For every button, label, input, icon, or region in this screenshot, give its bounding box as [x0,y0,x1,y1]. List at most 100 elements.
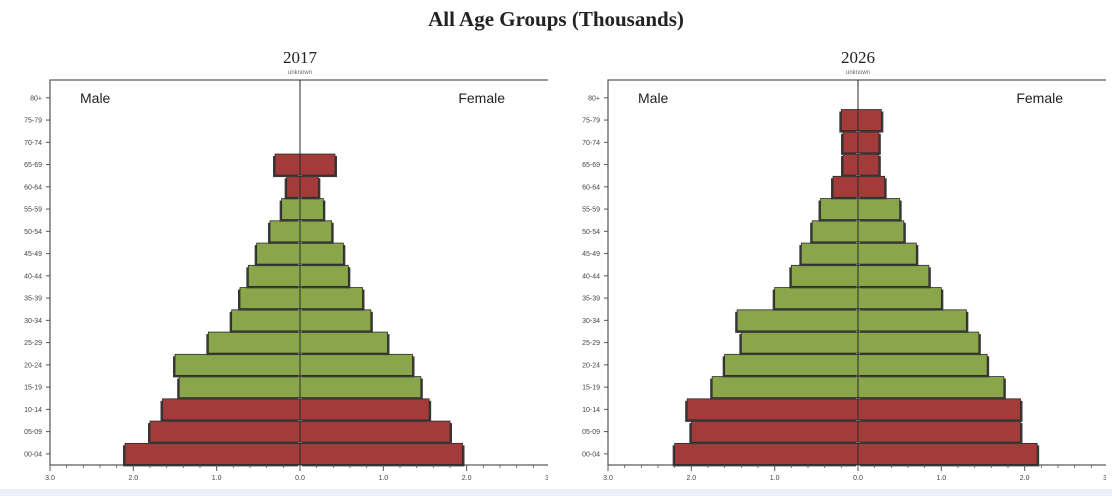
female-bar-75-79 [857,109,882,131]
pyramid-svg-2017: 2017 unknown Male Female 00-04 05-09 10-14 15-1… [24,48,548,482]
female-bar-50-54 [299,220,333,243]
female-bar-40-44 [857,264,930,287]
x-tick-label: 3.0 [1103,475,1106,482]
female-bar-55-59 [857,198,901,221]
female-bar-05-09 [857,420,1021,443]
male-bar-45-49 [800,242,859,265]
chart-title: 2017 [283,48,318,67]
y-tick-label: 70-74 [24,140,42,147]
female-bar-20-24 [299,353,413,376]
chart-title: 2026 [841,48,875,67]
x-tick-label: 1.0 [212,475,222,482]
female-bar-15-19 [857,376,1005,399]
female-bar-55-59 [299,198,324,221]
page-title: All Age Groups (Thousands) [428,7,684,31]
y-tick-label: 80+ [588,95,600,102]
female-bar-25-29 [857,331,980,354]
x-tick-label: 3.0 [603,475,613,482]
female-bar-60-64 [299,175,319,198]
x-tick-label: 2.0 [128,475,138,482]
female-bar-20-24 [857,353,988,376]
y-tick-label: 00-04 [24,451,42,458]
male-bar-15-19 [178,376,301,399]
male-bar-30-34 [231,309,301,332]
male-bar-35-39 [239,287,301,310]
male-bar-35-39 [774,287,859,310]
male-bar-05-09 [690,420,859,443]
chart-subtitle: unknown [288,70,312,76]
chart-subtitle: unknown [846,70,870,76]
male-bar-00-04 [124,442,301,465]
y-tick-label: 80+ [30,95,42,102]
y-tick-label: 25-29 [582,340,600,347]
y-tick-label: 55-59 [24,207,42,214]
y-tick-label: 60-64 [582,184,600,191]
pyramid-chart-2026: 2026 unknown Male Female 00-04 05-09 10-14 15-1… [558,40,1106,490]
male-bar-50-54 [269,220,301,243]
female-bar-50-54 [857,220,905,243]
y-tick-label: 35-39 [582,296,600,303]
male-bar-65-69 [274,153,301,176]
female-bar-65-69 [857,153,880,176]
bottom-band [0,489,1112,496]
y-tick-label: 45-49 [24,251,42,258]
x-tick-label: 1.0 [378,475,388,482]
y-tick-label: 35-39 [24,296,42,303]
y-tick-label: 15-19 [582,385,600,392]
female-bar-60-64 [857,175,886,198]
x-tick-label: 2.0 [1020,475,1030,482]
male-label: Male [638,90,669,106]
y-tick-label: 75-79 [24,118,42,125]
male-bar-25-29 [207,331,301,354]
y-tick-label: 05-09 [24,429,42,436]
male-bar-10-14 [686,398,859,421]
y-tick-label: 55-59 [582,207,600,214]
y-tick-label: 50-54 [24,229,42,236]
male-bar-05-09 [149,420,301,443]
male-bar-40-44 [790,264,859,287]
female-bar-10-14 [299,398,430,421]
female-bar-00-04 [857,442,1038,465]
y-tick-label: 30-34 [582,318,600,325]
male-bar-20-24 [174,353,301,376]
y-tick-label: 25-29 [24,340,42,347]
male-bar-50-54 [811,220,859,243]
female-bar-45-49 [857,242,917,265]
male-bar-10-14 [162,398,301,421]
x-tick-label: 0.0 [853,475,863,482]
male-label: Male [80,90,111,106]
male-bar-45-49 [256,242,301,265]
female-bar-35-39 [857,287,942,310]
y-tick-label: 40-44 [582,273,600,280]
male-bar-20-24 [724,353,859,376]
female-bar-25-29 [299,331,388,354]
female-bar-70-74 [857,131,880,154]
male-bar-25-29 [740,331,859,354]
y-tick-label: 45-49 [582,251,600,258]
x-tick-label: 2.0 [686,475,696,482]
x-tick-label: 0.0 [295,475,305,482]
male-bar-30-34 [736,309,859,332]
y-tick-label: 10-14 [582,407,600,414]
female-label: Female [1016,90,1063,106]
female-label: Female [458,90,505,106]
y-tick-label: 65-69 [582,162,600,169]
y-tick-label: 70-74 [582,140,600,147]
y-tick-label: 20-24 [24,362,42,369]
female-bar-05-09 [299,420,451,443]
x-tick-label: 3.0 [545,475,548,482]
y-tick-label: 60-64 [24,184,42,191]
female-bar-15-19 [299,376,422,399]
female-bar-40-44 [299,264,349,287]
male-bar-70-74 [842,131,859,154]
female-bar-65-69 [299,153,336,176]
female-bar-30-34 [299,309,372,332]
male-bar-55-59 [281,198,301,221]
y-tick-label: 10-14 [24,407,42,414]
x-tick-label: 1.0 [936,475,946,482]
male-bar-75-79 [840,109,859,131]
pyramid-svg-2026: 2026 unknown Male Female 00-04 05-09 10-14 15-1… [582,48,1106,482]
y-tick-label: 20-24 [582,362,600,369]
female-bar-00-04 [299,442,463,465]
